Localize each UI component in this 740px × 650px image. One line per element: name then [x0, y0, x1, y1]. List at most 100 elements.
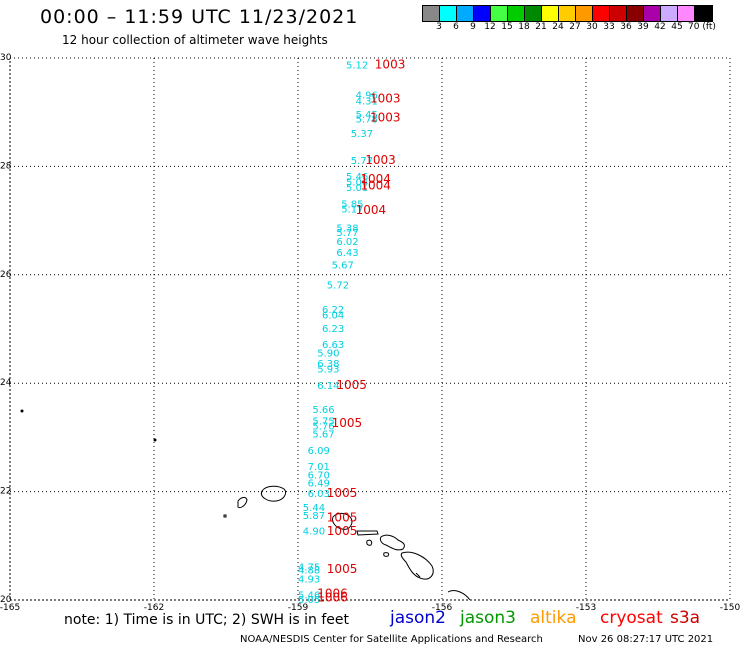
color-scale-label: 6 [453, 22, 459, 32]
color-swatch [695, 6, 712, 21]
color-scale-label: 42 [654, 22, 666, 32]
swh-label: 6.04 [322, 310, 344, 321]
lon-tick-label: -153 [576, 603, 596, 613]
island-molokai [356, 530, 379, 536]
swh-label: 6.38 [317, 359, 339, 370]
swh-label: 5.66 [312, 405, 334, 416]
color-swatch [542, 6, 559, 21]
island-small [223, 514, 227, 518]
lat-tick-label: 22 [0, 487, 11, 497]
swh-label: 5.67 [332, 261, 354, 272]
color-scale-label: 45 [671, 22, 683, 32]
page-subtitle: 12 hour collection of altimeter wave hei… [62, 33, 328, 47]
hawaiian-islands [20, 409, 471, 601]
pressure-label: 1003 [365, 153, 396, 167]
color-scale-label: 9 [470, 22, 476, 32]
swh-label: 5.45 [356, 110, 378, 121]
swh-label: 5.75 [312, 417, 334, 428]
island-kauai [260, 485, 287, 502]
pressure-label: 1003 [370, 92, 401, 106]
swh-label-layer: 5.124.964.315.455.785.375.775.465.045.01… [298, 61, 378, 606]
swh-label: 5.90 [317, 348, 339, 359]
kaula-rock [415, 572, 421, 578]
lat-tick-label: 30 [0, 53, 12, 63]
pressure-label: 1005 [327, 486, 358, 500]
color-scale-label: 24 [552, 22, 564, 32]
pressure-label: 1005 [332, 416, 363, 430]
swh-label: 5.76 [312, 421, 334, 432]
color-swatch [474, 6, 491, 21]
pressure-label: 1005 [327, 562, 358, 576]
swh-label: 6.49 [308, 478, 330, 489]
page-title: 00:00 – 11:59 UTC 11/23/2021 [40, 6, 359, 28]
swh-label: 6.09 [308, 446, 330, 457]
color-swatch [525, 6, 542, 21]
island-kahoolawe [383, 552, 390, 557]
color-scale-label: 3 [436, 22, 442, 32]
swh-label: 5.17 [341, 205, 363, 216]
swh-label: 5.78 [356, 115, 378, 126]
swh-label: 5.05 [298, 595, 320, 606]
color-swatch [627, 6, 644, 21]
generated-timestamp: Nov 26 08:27:17 UTC 2021 [578, 634, 714, 645]
pressure-label-layer: 1003100310031003100410041004100510051005… [317, 58, 405, 605]
swh-label: 5.44 [303, 503, 325, 514]
color-swatch [457, 6, 474, 21]
swh-label: 4.31 [356, 96, 378, 107]
pressure-label: 1004 [356, 203, 387, 217]
pressure-label: 1003 [375, 58, 406, 72]
color-swatch [491, 6, 508, 21]
lat-tick-label: 20 [0, 595, 12, 605]
swh-label: 6.02 [336, 237, 358, 248]
swh-label: 5.77 [351, 156, 373, 167]
color-scale-label: 27 [569, 22, 581, 32]
color-scale-label: 30 [586, 22, 598, 32]
satellite-jason3: jason3 [460, 608, 516, 628]
color-swatch [440, 6, 457, 21]
satellite-s3a: s3a [670, 608, 701, 628]
color-scale-bar [422, 5, 713, 22]
color-scale-label: 21 [535, 22, 547, 32]
pressure-label: 1005 [336, 378, 367, 392]
swh-label: 5.46 [298, 591, 320, 602]
color-swatch [508, 6, 525, 21]
swh-label: 5.04 [346, 178, 368, 189]
color-scale-label: 70 (ft) [688, 22, 716, 32]
color-swatch [559, 6, 576, 21]
lon-tick-label: -165 [0, 603, 20, 613]
coast-fragment [447, 590, 471, 601]
island-hawaii [400, 551, 434, 580]
swh-label: 5.37 [351, 129, 373, 140]
swh-label: 5.01 [346, 183, 368, 194]
swh-label: 6.22 [322, 305, 344, 316]
island-lanai [366, 539, 373, 546]
lon-tick-label: -162 [144, 603, 164, 613]
swh-label: 6.03 [308, 489, 330, 500]
island-oahu [332, 512, 353, 530]
swh-label: 5.46 [346, 172, 368, 183]
lat-tick-label: 26 [0, 270, 12, 280]
pressure-label: 1005 [327, 511, 358, 525]
swh-label: 6.14 [317, 381, 339, 392]
color-scale-label: 12 [484, 22, 496, 32]
lat-lon-grid: 30 28 26 24 22 20-165 -162 -159 -156 -153 -150 [0, 53, 740, 613]
swh-label: 5.93 [317, 365, 339, 376]
swh-label: 4.75 [298, 562, 320, 573]
swh-label: 6.63 [322, 340, 344, 351]
swh-label: 6.43 [336, 248, 358, 259]
swh-label: 4.90 [303, 527, 325, 538]
color-swatch [678, 6, 695, 21]
pressure-label: 1006 [317, 586, 348, 600]
swh-label: 4.88 [298, 566, 320, 577]
swh-label: 5.72 [327, 281, 349, 292]
satellite-jason2: jason2 [390, 608, 446, 628]
color-swatch [423, 6, 440, 21]
color-scale-label: 33 [603, 22, 615, 32]
swh-label: 6.23 [322, 324, 344, 335]
color-scale-label: 39 [637, 22, 649, 32]
color-swatch [661, 6, 678, 21]
pressure-label: 1004 [360, 172, 391, 186]
pressure-label: 1004 [360, 178, 391, 192]
islet-west [20, 409, 24, 413]
